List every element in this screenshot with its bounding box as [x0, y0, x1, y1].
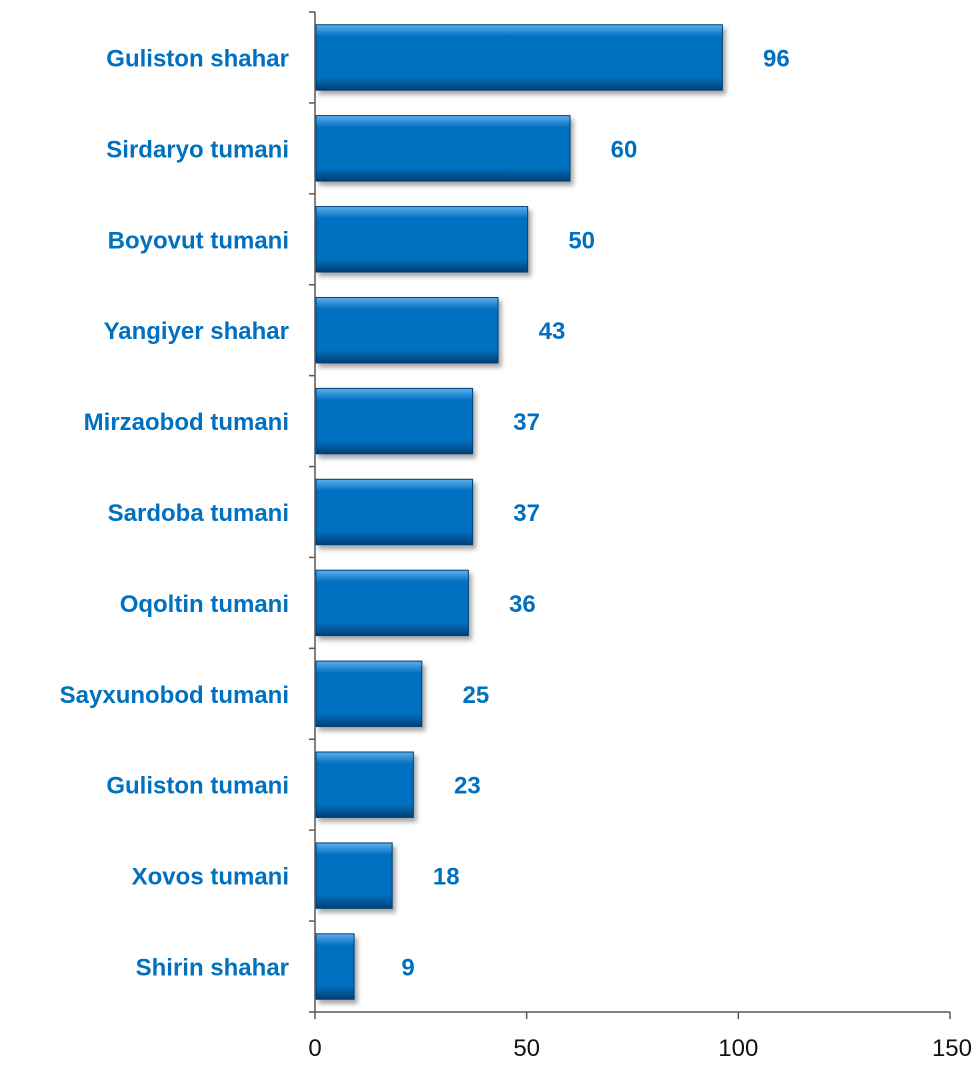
labels-layer: Guliston shahar 96 Sirdaryo tumani 60 Boyovu… — [60, 45, 972, 1062]
bar-xovos-tumani — [315, 842, 393, 909]
category-label: Mirzaobod tumani — [84, 409, 289, 436]
value-label: 9 — [401, 955, 414, 982]
value-label: 18 — [433, 864, 460, 891]
value-label: 43 — [539, 318, 566, 345]
bar-sirdaryo-tumani — [315, 115, 571, 182]
x-tick-label: 150 — [932, 1035, 972, 1062]
x-tick-label: 100 — [718, 1035, 758, 1062]
bar-guliston-tumani — [315, 751, 414, 818]
value-label: 23 — [454, 773, 481, 800]
category-label: Guliston tumani — [106, 773, 289, 800]
category-label: Guliston shahar — [106, 45, 289, 72]
x-tick-label: 50 — [513, 1035, 540, 1062]
category-label: Sardoba tumani — [108, 500, 289, 527]
value-label: 25 — [462, 682, 489, 709]
bar-shirin-shahar — [315, 933, 355, 1000]
category-label: Boyovut tumani — [108, 227, 289, 254]
category-label: Yangiyer shahar — [104, 318, 289, 345]
bar-yangiyer-shahar — [315, 296, 499, 364]
value-label: 37 — [513, 500, 540, 527]
value-label: 36 — [509, 591, 536, 618]
category-label: Sirdaryo tumani — [106, 136, 289, 163]
value-label: 50 — [568, 227, 595, 254]
x-tick-label: 0 — [308, 1035, 321, 1062]
category-label: Xovos tumani — [132, 864, 289, 891]
category-label: Oqoltin tumani — [120, 591, 289, 618]
bar-boyovut-tumani — [315, 206, 529, 273]
bar-oqoltin-tumani — [315, 569, 469, 637]
category-label: Shirin shahar — [136, 955, 289, 982]
axis-layer — [309, 11, 951, 1019]
value-label: 60 — [611, 136, 638, 163]
value-label: 96 — [763, 45, 790, 72]
value-label: 37 — [513, 409, 540, 436]
category-label: Sayxunobod tumani — [60, 682, 289, 709]
bar-mirzaobod-tumani — [315, 387, 474, 455]
bar-guliston-shahar — [315, 24, 723, 91]
bar-sayxunobod-tumani — [315, 660, 423, 728]
bars-layer — [315, 24, 723, 1000]
bar-sardoba-tumani — [315, 478, 474, 546]
